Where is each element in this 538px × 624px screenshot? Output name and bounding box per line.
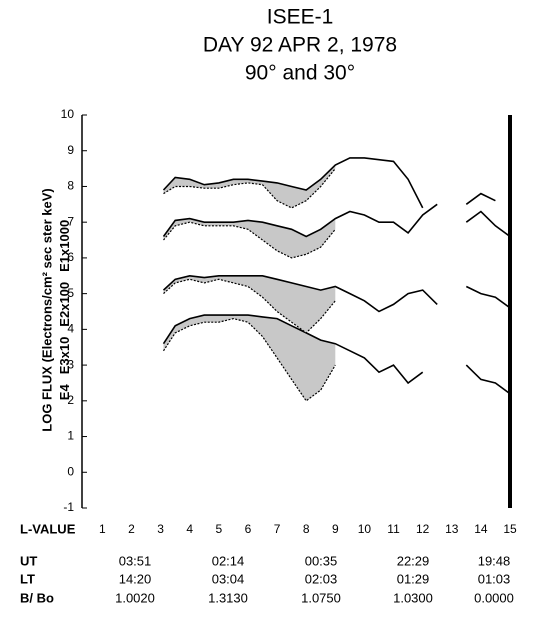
x-tick-label: 9 bbox=[332, 522, 339, 536]
cell: 02:03 bbox=[305, 571, 338, 586]
cell: 00:35 bbox=[305, 553, 338, 568]
x-tick-label: 15 bbox=[503, 522, 517, 536]
y-tick-label: 7 bbox=[67, 214, 74, 228]
cell: 22:29 bbox=[397, 553, 430, 568]
y-tick-label: 10 bbox=[61, 107, 75, 121]
cell: 1.3130 bbox=[208, 590, 248, 605]
x-tick-label: 12 bbox=[416, 522, 430, 536]
x-tick-label: 5 bbox=[215, 522, 222, 536]
title-line: ISEE-1 bbox=[267, 6, 334, 29]
cell: 03:51 bbox=[119, 553, 152, 568]
y-tick-label: 2 bbox=[67, 393, 74, 407]
row-label: LT bbox=[20, 571, 35, 586]
flux-line bbox=[162, 203, 511, 238]
channel-name: E3x10 bbox=[57, 337, 72, 375]
shading bbox=[163, 275, 336, 333]
cell: 0.0000 bbox=[474, 590, 514, 605]
x-tick-label: 2 bbox=[128, 522, 135, 536]
flux-line bbox=[162, 314, 511, 395]
channel-label-line: E4 E3x10 E2x100 E1x1000 bbox=[57, 220, 72, 400]
channel-name: E2x100 bbox=[57, 282, 72, 327]
shading bbox=[163, 165, 336, 208]
x-tick-label: 10 bbox=[358, 522, 372, 536]
flux-line bbox=[163, 221, 336, 259]
y-tick-label: 6 bbox=[67, 250, 74, 264]
cell: 19:48 bbox=[478, 553, 511, 568]
x-tick-label: 6 bbox=[245, 522, 252, 536]
flux-line bbox=[163, 278, 336, 334]
x-tick-label: 1 bbox=[99, 522, 106, 536]
x-axis-label: L-VALUE bbox=[20, 521, 76, 536]
cell: 01:03 bbox=[478, 571, 511, 586]
shading bbox=[163, 218, 336, 258]
x-tick-label: 11 bbox=[387, 522, 400, 536]
cell: 1.0750 bbox=[301, 590, 341, 605]
x-tick-label: 8 bbox=[303, 522, 310, 536]
y-tick-label: 3 bbox=[67, 357, 74, 371]
cell: 03:04 bbox=[212, 571, 245, 586]
flux-line bbox=[162, 157, 496, 209]
channel-labels: E4 E3x10 E2x100 E1x1000 bbox=[57, 220, 72, 400]
title-line: 90° and 30° bbox=[245, 62, 355, 85]
y-tick-label: 0 bbox=[67, 464, 74, 478]
cell: 1.0020 bbox=[115, 590, 155, 605]
cell: 01:29 bbox=[397, 571, 430, 586]
title-line: DAY 92 APR 2, 1978 bbox=[203, 34, 397, 57]
y-axis-label-group: LOG FLUX (Electrons/cm² sec ster keV) bbox=[39, 188, 54, 431]
channel-name: E1x1000 bbox=[57, 220, 72, 272]
x-tick-label: 14 bbox=[474, 522, 488, 536]
y-tick-label: 9 bbox=[67, 143, 74, 157]
flux-line bbox=[163, 168, 336, 209]
x-tick-label: 13 bbox=[445, 522, 459, 536]
y-tick-label: 1 bbox=[67, 429, 74, 443]
x-tick-label: 7 bbox=[274, 522, 281, 536]
flux-line bbox=[162, 274, 511, 313]
y-tick-label: 4 bbox=[67, 322, 74, 336]
y-axis-label: LOG FLUX (Electrons/cm² sec ster keV) bbox=[39, 188, 54, 431]
x-tick-label: 3 bbox=[157, 522, 164, 536]
y-tick-label: 5 bbox=[67, 286, 74, 300]
x-tick-label: 4 bbox=[186, 522, 193, 536]
row-label: UT bbox=[20, 553, 37, 568]
channel-name: E4 bbox=[57, 384, 72, 401]
cell: 02:14 bbox=[212, 553, 245, 568]
cell: 1.0300 bbox=[393, 590, 433, 605]
shading bbox=[163, 315, 336, 401]
y-tick-label: 8 bbox=[67, 179, 74, 193]
cell: 14:20 bbox=[119, 571, 152, 586]
y-tick-label: -1 bbox=[63, 500, 74, 514]
row-label: B/ Bo bbox=[20, 590, 54, 605]
